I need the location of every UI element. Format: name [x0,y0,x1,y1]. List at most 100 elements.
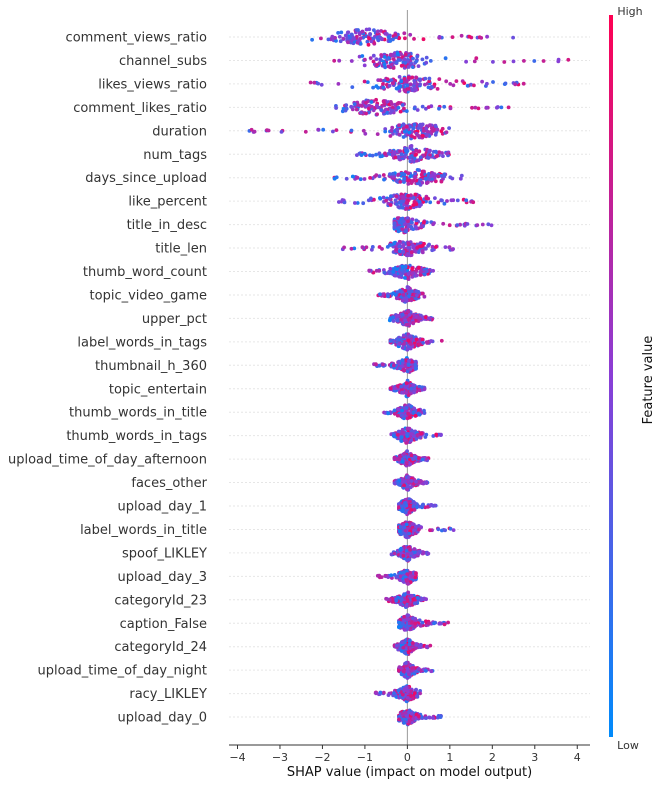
shap-point [404,381,409,386]
shap-point [386,35,391,40]
shap-point [441,221,446,226]
shap-point [396,229,401,234]
shap-point [375,112,379,117]
shap-point [393,198,398,203]
shap-point [368,32,373,37]
shap-point [406,613,411,618]
shap-point [427,715,432,720]
shap-point [403,318,407,323]
shap-point [511,59,516,64]
shap-point [395,413,400,418]
feature-label: label_words_in_tags [77,335,207,350]
shap-point [410,266,415,271]
shap-point [352,102,357,106]
shap-point [408,82,413,87]
shap-point [389,128,394,133]
shap-point [395,216,400,221]
shap-point [470,105,474,110]
shap-point [345,30,350,35]
shap-point [411,717,415,721]
shap-point [386,411,391,416]
shap-point [404,661,408,665]
shap-point [366,198,371,203]
shap-point [389,573,394,578]
shap-point [406,309,410,314]
shap-point [415,54,420,59]
shap-point [397,75,402,79]
shap-point [435,153,440,158]
colorbar-title: Feature value [641,336,656,425]
shap-point [412,691,417,696]
shap-point [397,132,402,137]
shap-point [405,206,409,211]
shap-point [403,479,408,484]
shap-point [541,59,546,63]
shap-point [484,105,489,110]
shap-point [422,169,426,174]
shap-point [408,32,413,37]
shap-point [411,456,416,460]
shap-point [431,504,436,508]
shap-point [521,81,526,86]
shap-point [407,510,412,515]
shap-point [371,270,376,275]
shap-point [479,36,484,40]
shap-point [467,34,472,39]
shap-point [426,156,431,160]
shap-point [431,434,436,438]
feature-swarm [387,308,435,328]
shap-point [400,504,404,509]
shap-point [396,155,401,159]
shap-point [362,79,367,84]
shap-point [417,204,422,209]
shap-point [428,59,433,63]
shap-point [404,200,409,205]
shap-point [447,223,452,228]
shap-point [355,201,360,205]
shap-point [414,152,418,157]
shap-point [427,177,432,182]
shap-point [404,568,409,573]
shap-point [420,597,425,601]
shap-point [249,127,254,132]
shap-point [396,429,401,434]
shap-point [444,130,449,135]
x-tick-label: −2 [314,751,330,764]
shap-point [451,83,456,88]
shap-point [406,322,410,327]
shap-point [411,126,416,131]
shap-point [369,104,374,109]
shap-point [429,174,434,179]
shap-point [382,177,386,182]
shap-point [398,149,403,154]
shap-point [350,32,354,37]
feature-label: categoryId_24 [114,640,207,655]
shap-point [397,505,401,510]
shap-point [390,81,395,86]
shap-point [414,87,418,92]
shap-point [362,63,367,68]
shap-point [414,289,419,294]
shap-point [375,132,380,137]
shap-point [401,249,405,254]
shap-point [409,193,413,198]
shap-point [437,77,442,81]
shap-point [406,479,411,484]
shap-point [443,528,447,533]
shap-point [418,196,423,201]
shap-point [341,36,346,41]
shap-point [401,126,406,131]
shap-point [448,82,453,86]
shap-point [406,219,410,224]
shap-point [389,552,394,557]
shap-point [391,363,396,368]
x-axis-label: SHAP value (impact on model output) [287,765,532,780]
feature-swarm [332,50,571,70]
shap-point [326,37,331,42]
shap-point [394,267,399,272]
x-tick-label: −1 [357,751,373,764]
shap-point [383,129,388,134]
shap-point [428,528,432,533]
shap-point [391,315,395,320]
shap-point [401,219,405,224]
